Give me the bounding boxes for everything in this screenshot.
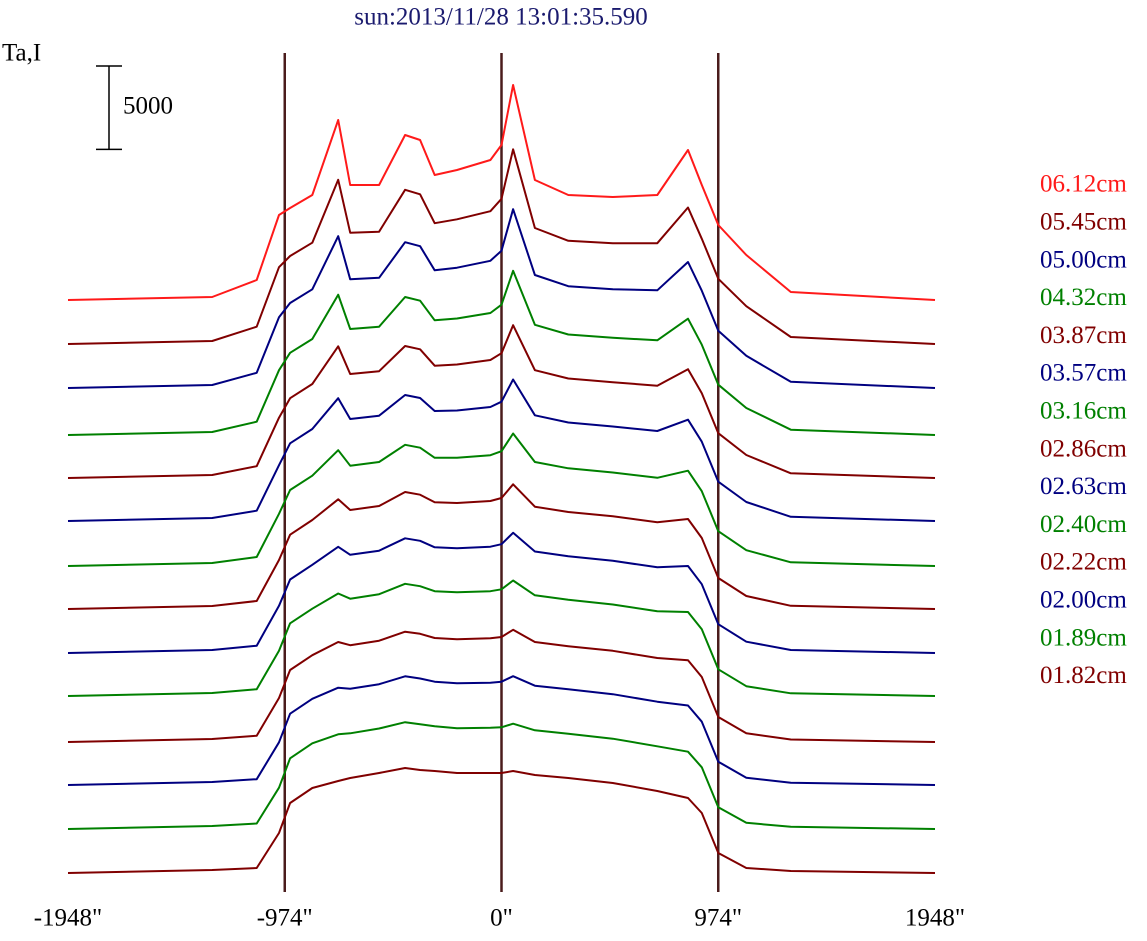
legend-entry: 02.22cm bbox=[1040, 549, 1127, 576]
legend-entry: 03.87cm bbox=[1040, 322, 1127, 349]
x-tick-label: -974" bbox=[257, 905, 313, 932]
y-axis-label: Ta,I bbox=[2, 40, 41, 67]
series-line bbox=[67, 432, 936, 567]
series-line bbox=[67, 483, 936, 610]
series-line bbox=[67, 269, 936, 436]
legend-entry: 02.00cm bbox=[1040, 587, 1127, 614]
series-line bbox=[67, 675, 936, 786]
legend-entry: 04.32cm bbox=[1040, 284, 1127, 311]
legend-entry: 03.57cm bbox=[1040, 360, 1127, 387]
legend-entry: 05.00cm bbox=[1040, 246, 1127, 273]
legend-entry: 05.45cm bbox=[1040, 209, 1127, 236]
legend-entry: 02.40cm bbox=[1040, 511, 1127, 538]
legend-entry: 01.89cm bbox=[1040, 624, 1127, 651]
series-line bbox=[67, 208, 936, 389]
x-tick-label: -1948" bbox=[34, 905, 103, 932]
legend-entry: 03.16cm bbox=[1040, 398, 1127, 425]
legend-entry: 02.86cm bbox=[1040, 435, 1127, 462]
x-tick-label: 974" bbox=[694, 905, 742, 932]
series-line bbox=[67, 148, 936, 345]
x-tick-label: 1948" bbox=[905, 905, 965, 932]
legend-entry: 06.12cm bbox=[1040, 171, 1127, 198]
x-tick-label: 0" bbox=[490, 905, 513, 932]
series-line bbox=[67, 84, 936, 301]
series-line bbox=[67, 767, 936, 874]
chart-title: sun:2013/11/28 13:01:35.590 bbox=[354, 4, 648, 31]
scale-bar-label: 5000 bbox=[123, 92, 173, 119]
series-line bbox=[67, 324, 936, 479]
series-line bbox=[67, 531, 936, 654]
legend-entry: 02.63cm bbox=[1040, 473, 1127, 500]
series-line bbox=[67, 721, 936, 830]
legend-entry: 01.82cm bbox=[1040, 662, 1127, 689]
series-line bbox=[67, 378, 936, 522]
series-line bbox=[67, 579, 936, 697]
series-line bbox=[67, 628, 936, 743]
